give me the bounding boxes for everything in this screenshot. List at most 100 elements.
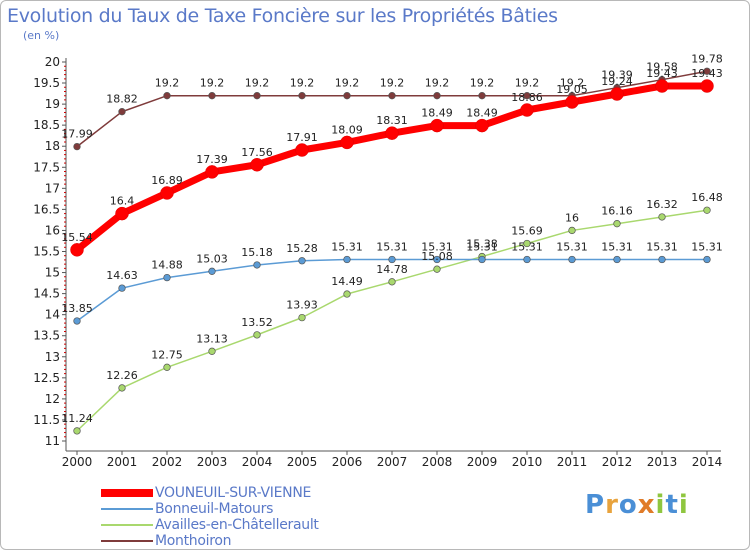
data-label: 19.78 <box>691 52 723 65</box>
y-tick-label: 13.5 <box>33 329 60 343</box>
data-label: 14.88 <box>151 259 183 272</box>
x-tick-label: 2007 <box>377 455 408 469</box>
x-tick-label: 2014 <box>692 455 723 469</box>
y-tick-label: 18 <box>45 139 60 153</box>
data-point <box>385 126 399 140</box>
data-label: 15.31 <box>376 241 408 254</box>
data-label: 19.2 <box>155 77 180 90</box>
x-tick-label: 2005 <box>287 455 318 469</box>
data-point <box>205 165 219 179</box>
data-point <box>613 255 621 264</box>
data-label: 18.49 <box>466 107 498 120</box>
data-point <box>475 118 489 133</box>
data-label: 19.05 <box>556 83 588 96</box>
data-label: 18.31 <box>376 114 408 127</box>
data-label: 16.89 <box>151 174 183 187</box>
data-point <box>340 135 354 150</box>
data-point <box>658 213 666 221</box>
data-label: 18.86 <box>511 91 543 104</box>
data-point <box>208 92 216 100</box>
data-label: 16.4 <box>110 195 135 208</box>
y-tick-label: 17 <box>45 181 60 195</box>
data-label: 15.08 <box>421 250 453 263</box>
x-tick-label: 2011 <box>557 455 588 469</box>
data-point <box>568 226 576 235</box>
data-point <box>433 255 441 264</box>
legend-swatch <box>101 524 153 526</box>
data-label: 18.49 <box>421 107 453 120</box>
y-tick-label: 15.5 <box>33 245 60 259</box>
data-point <box>73 427 81 435</box>
data-label: 19.2 <box>470 77 495 90</box>
x-tick-label: 2001 <box>107 455 138 469</box>
data-label: 15.69 <box>511 224 543 237</box>
data-label: 15.28 <box>286 242 318 255</box>
x-tick-label: 2004 <box>242 455 273 469</box>
data-point <box>73 317 81 325</box>
logo-letter: i <box>655 490 666 520</box>
x-tick-label: 2013 <box>647 455 678 469</box>
data-point <box>295 143 309 157</box>
data-label: 14.63 <box>106 269 138 282</box>
data-label: 19.2 <box>380 77 405 90</box>
chart-title: Evolution du Taux de Taxe Foncière sur l… <box>7 5 558 27</box>
unit-label: (en %) <box>23 29 60 42</box>
data-point <box>70 243 84 257</box>
data-label: 19.2 <box>335 77 360 90</box>
data-label: 14.78 <box>376 263 408 276</box>
data-label: 17.39 <box>196 153 228 166</box>
y-tick-label: 19 <box>45 97 60 111</box>
data-label: 15.38 <box>466 238 498 251</box>
y-tick-label: 19.5 <box>33 76 60 90</box>
data-point <box>253 92 261 100</box>
data-label: 13.93 <box>286 299 318 312</box>
data-point <box>610 87 624 101</box>
data-point <box>73 142 81 151</box>
x-tick-label: 2012 <box>602 455 633 469</box>
data-point <box>343 255 351 264</box>
data-label: 17.56 <box>241 146 273 159</box>
x-tick-label: 2002 <box>152 455 183 469</box>
data-point <box>478 92 486 100</box>
data-label: 19.2 <box>245 77 270 90</box>
data-point <box>613 220 621 228</box>
data-point <box>118 284 126 292</box>
data-point <box>208 347 216 355</box>
data-point <box>700 79 714 93</box>
data-label: 12.75 <box>151 348 183 361</box>
data-point <box>298 257 306 265</box>
data-point <box>388 278 396 286</box>
data-label: 19.43 <box>691 67 723 80</box>
data-point <box>523 239 531 248</box>
data-label: 15.31 <box>331 241 363 254</box>
data-label: 19.43 <box>646 67 678 80</box>
x-tick-label: 2000 <box>62 455 93 469</box>
data-point <box>253 331 261 339</box>
data-point <box>118 384 126 392</box>
data-label: 19.2 <box>425 77 450 90</box>
data-point <box>343 290 351 298</box>
data-label: 17.91 <box>286 131 318 144</box>
data-label: 13.13 <box>196 332 228 345</box>
y-tick-label: 16.5 <box>33 202 60 216</box>
series-line <box>74 82 707 253</box>
data-point <box>388 255 396 264</box>
logo-letter: P <box>585 490 606 520</box>
data-point <box>655 79 669 93</box>
data-label: 15.31 <box>466 241 498 254</box>
data-point <box>298 313 306 322</box>
y-tick-label: 11 <box>45 434 60 448</box>
data-point <box>343 92 351 100</box>
y-tick-label: 16 <box>45 223 60 237</box>
logo-letter: t <box>665 490 679 520</box>
y-tick-label: 13 <box>45 350 60 364</box>
y-tick-label: 20 <box>45 55 60 69</box>
y-tick-label: 18.5 <box>33 118 60 132</box>
data-label: 15.31 <box>646 241 678 254</box>
data-label: 14.49 <box>331 275 363 288</box>
data-label: 15.03 <box>196 252 228 265</box>
data-point <box>520 103 534 117</box>
legend-swatch <box>101 489 153 497</box>
data-point <box>703 206 711 214</box>
